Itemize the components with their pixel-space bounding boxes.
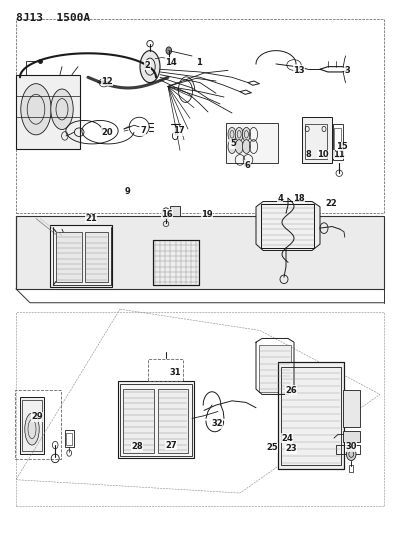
Bar xyxy=(278,362,344,469)
Ellipse shape xyxy=(21,84,51,135)
Ellipse shape xyxy=(166,47,172,54)
Bar xyxy=(343,390,360,427)
Ellipse shape xyxy=(346,448,356,461)
Bar xyxy=(16,312,384,506)
Bar xyxy=(333,124,343,160)
Text: 22: 22 xyxy=(325,199,337,208)
Text: 7: 7 xyxy=(140,126,146,135)
Bar xyxy=(148,359,183,381)
Text: 15: 15 xyxy=(336,142,348,151)
Bar xyxy=(261,204,314,248)
Ellipse shape xyxy=(242,140,250,154)
Bar xyxy=(123,389,154,453)
Text: 24: 24 xyxy=(281,434,293,442)
Text: 6: 6 xyxy=(244,161,250,169)
Bar xyxy=(15,390,61,459)
Text: 12: 12 xyxy=(101,77,113,85)
Text: 13: 13 xyxy=(293,66,305,75)
Text: 20: 20 xyxy=(101,128,113,136)
Text: 2: 2 xyxy=(144,61,150,69)
Text: 30: 30 xyxy=(346,442,357,451)
Ellipse shape xyxy=(228,140,236,154)
Text: 28: 28 xyxy=(131,442,143,451)
Bar xyxy=(302,117,332,163)
Bar xyxy=(305,124,327,159)
Bar xyxy=(349,465,353,472)
Bar xyxy=(281,367,341,465)
Bar xyxy=(50,225,112,287)
Bar xyxy=(65,430,74,447)
Text: 3: 3 xyxy=(344,66,350,75)
Text: 1: 1 xyxy=(196,58,202,67)
Bar xyxy=(153,240,199,285)
Bar xyxy=(20,397,44,454)
Bar xyxy=(259,345,291,392)
Bar xyxy=(226,123,278,163)
Ellipse shape xyxy=(51,89,73,130)
Bar xyxy=(158,389,188,453)
Text: 8J13  1500A: 8J13 1500A xyxy=(16,13,90,23)
Bar xyxy=(22,400,42,451)
Bar xyxy=(334,128,341,157)
Bar xyxy=(118,381,194,458)
Text: 10: 10 xyxy=(317,150,329,159)
Bar xyxy=(56,232,82,282)
Bar xyxy=(120,384,192,456)
Text: 29: 29 xyxy=(31,413,43,421)
Text: 5: 5 xyxy=(230,140,236,148)
Ellipse shape xyxy=(228,127,236,141)
Text: 21: 21 xyxy=(85,214,97,223)
Text: 14: 14 xyxy=(165,58,177,67)
Text: 32: 32 xyxy=(211,419,223,428)
Ellipse shape xyxy=(25,413,39,445)
Text: 17: 17 xyxy=(173,126,185,135)
Text: 26: 26 xyxy=(285,386,297,394)
Polygon shape xyxy=(256,201,320,251)
Bar xyxy=(170,206,180,216)
Text: 18: 18 xyxy=(293,194,305,203)
Text: 8: 8 xyxy=(306,150,312,159)
Text: 27: 27 xyxy=(165,441,177,449)
Ellipse shape xyxy=(235,127,243,141)
Bar xyxy=(16,19,384,213)
Text: 23: 23 xyxy=(285,445,297,453)
Ellipse shape xyxy=(235,140,243,154)
Text: 16: 16 xyxy=(161,210,173,219)
Text: 9: 9 xyxy=(124,188,130,196)
Polygon shape xyxy=(16,75,80,149)
Text: 4: 4 xyxy=(277,194,283,203)
Polygon shape xyxy=(16,216,384,289)
Bar xyxy=(278,362,344,469)
Bar xyxy=(261,204,314,248)
Text: 11: 11 xyxy=(333,150,345,159)
Bar xyxy=(66,433,72,445)
Bar xyxy=(85,232,108,282)
Bar xyxy=(343,431,360,442)
Bar xyxy=(336,445,360,454)
Bar xyxy=(153,240,199,285)
Text: 19: 19 xyxy=(201,210,213,219)
Text: 31: 31 xyxy=(169,368,181,376)
Ellipse shape xyxy=(140,51,160,83)
Ellipse shape xyxy=(242,127,250,141)
Text: 25: 25 xyxy=(266,443,278,452)
